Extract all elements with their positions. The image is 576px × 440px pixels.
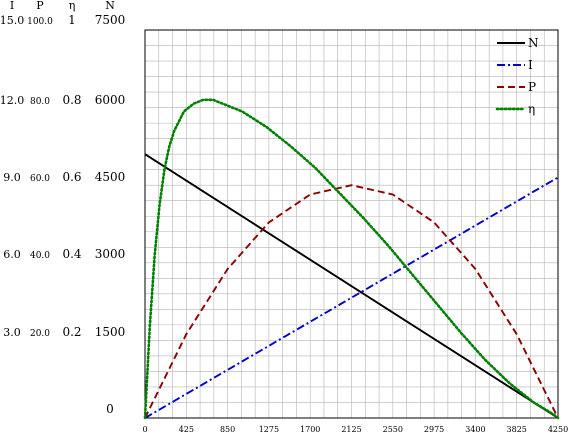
grid [145,30,558,418]
axis-tick-eta: 0.8 [62,93,81,107]
axis-tick-p: 20.0 [30,329,50,339]
axis-header-eta: η [69,0,76,12]
x-tick-label: 2125 [341,425,361,434]
axis-tick-i: 6.0 [3,248,21,261]
axis-header-i: I [10,0,14,12]
series-layer [143,98,560,420]
x-tick-label: 2975 [424,425,444,434]
axis-tick-i: 3.0 [3,326,21,339]
x-tick-label: 1275 [259,425,279,434]
axis-tick-n: 4500 [95,170,126,184]
legend-label-n: N [528,36,539,50]
x-tick-label: 425 [179,425,194,434]
axis-labels: I 15.0 12.0 9.0 6.0 3.0 P 100.0 80.0 60.0 40.0 20.0… [0,0,568,434]
axis-tick-p: 100.0 [27,17,53,27]
x-tick-label: 1700 [300,425,320,434]
legend-label-i: I [528,58,533,72]
axis-tick-i: 15.0 [0,14,24,27]
legend-label-p: P [528,80,536,94]
axis-tick-i: 12.0 [0,94,24,107]
axis-tick-eta: 0.4 [62,247,81,261]
x-tick-label: 3400 [465,425,485,434]
axis-tick-eta: 0.6 [62,170,81,184]
axis-tick-p: 40.0 [30,251,50,261]
axis-tick-eta: 0.2 [62,325,81,339]
axis-tick-p: 80.0 [30,97,50,107]
x-tick-label: 2550 [383,425,403,434]
axis-tick-n: 1500 [95,325,126,339]
x-tick-label: 3825 [507,425,527,434]
series-line-n [144,153,559,419]
axis-tick-n: 6000 [95,93,126,107]
series-line-p [144,184,559,419]
axis-header-n: N [105,0,115,12]
legend-label-eta: η [528,102,535,116]
axis-tick-n: 7500 [95,13,126,27]
axis-tick-n: 0 [106,402,114,416]
axis-header-p: P [36,0,44,12]
plot-area [144,29,559,419]
series-line-eta [143,98,560,420]
plot-border [144,29,559,419]
x-tick-label: 0 [142,425,147,434]
axis-tick-n: 3000 [95,247,126,261]
x-tick-label: 4250 [548,425,568,434]
axis-tick-eta: 1 [68,13,76,27]
x-tick-label: 850 [220,425,235,434]
axis-tick-i: 9.0 [3,171,21,184]
axis-tick-p: 60.0 [30,174,50,184]
